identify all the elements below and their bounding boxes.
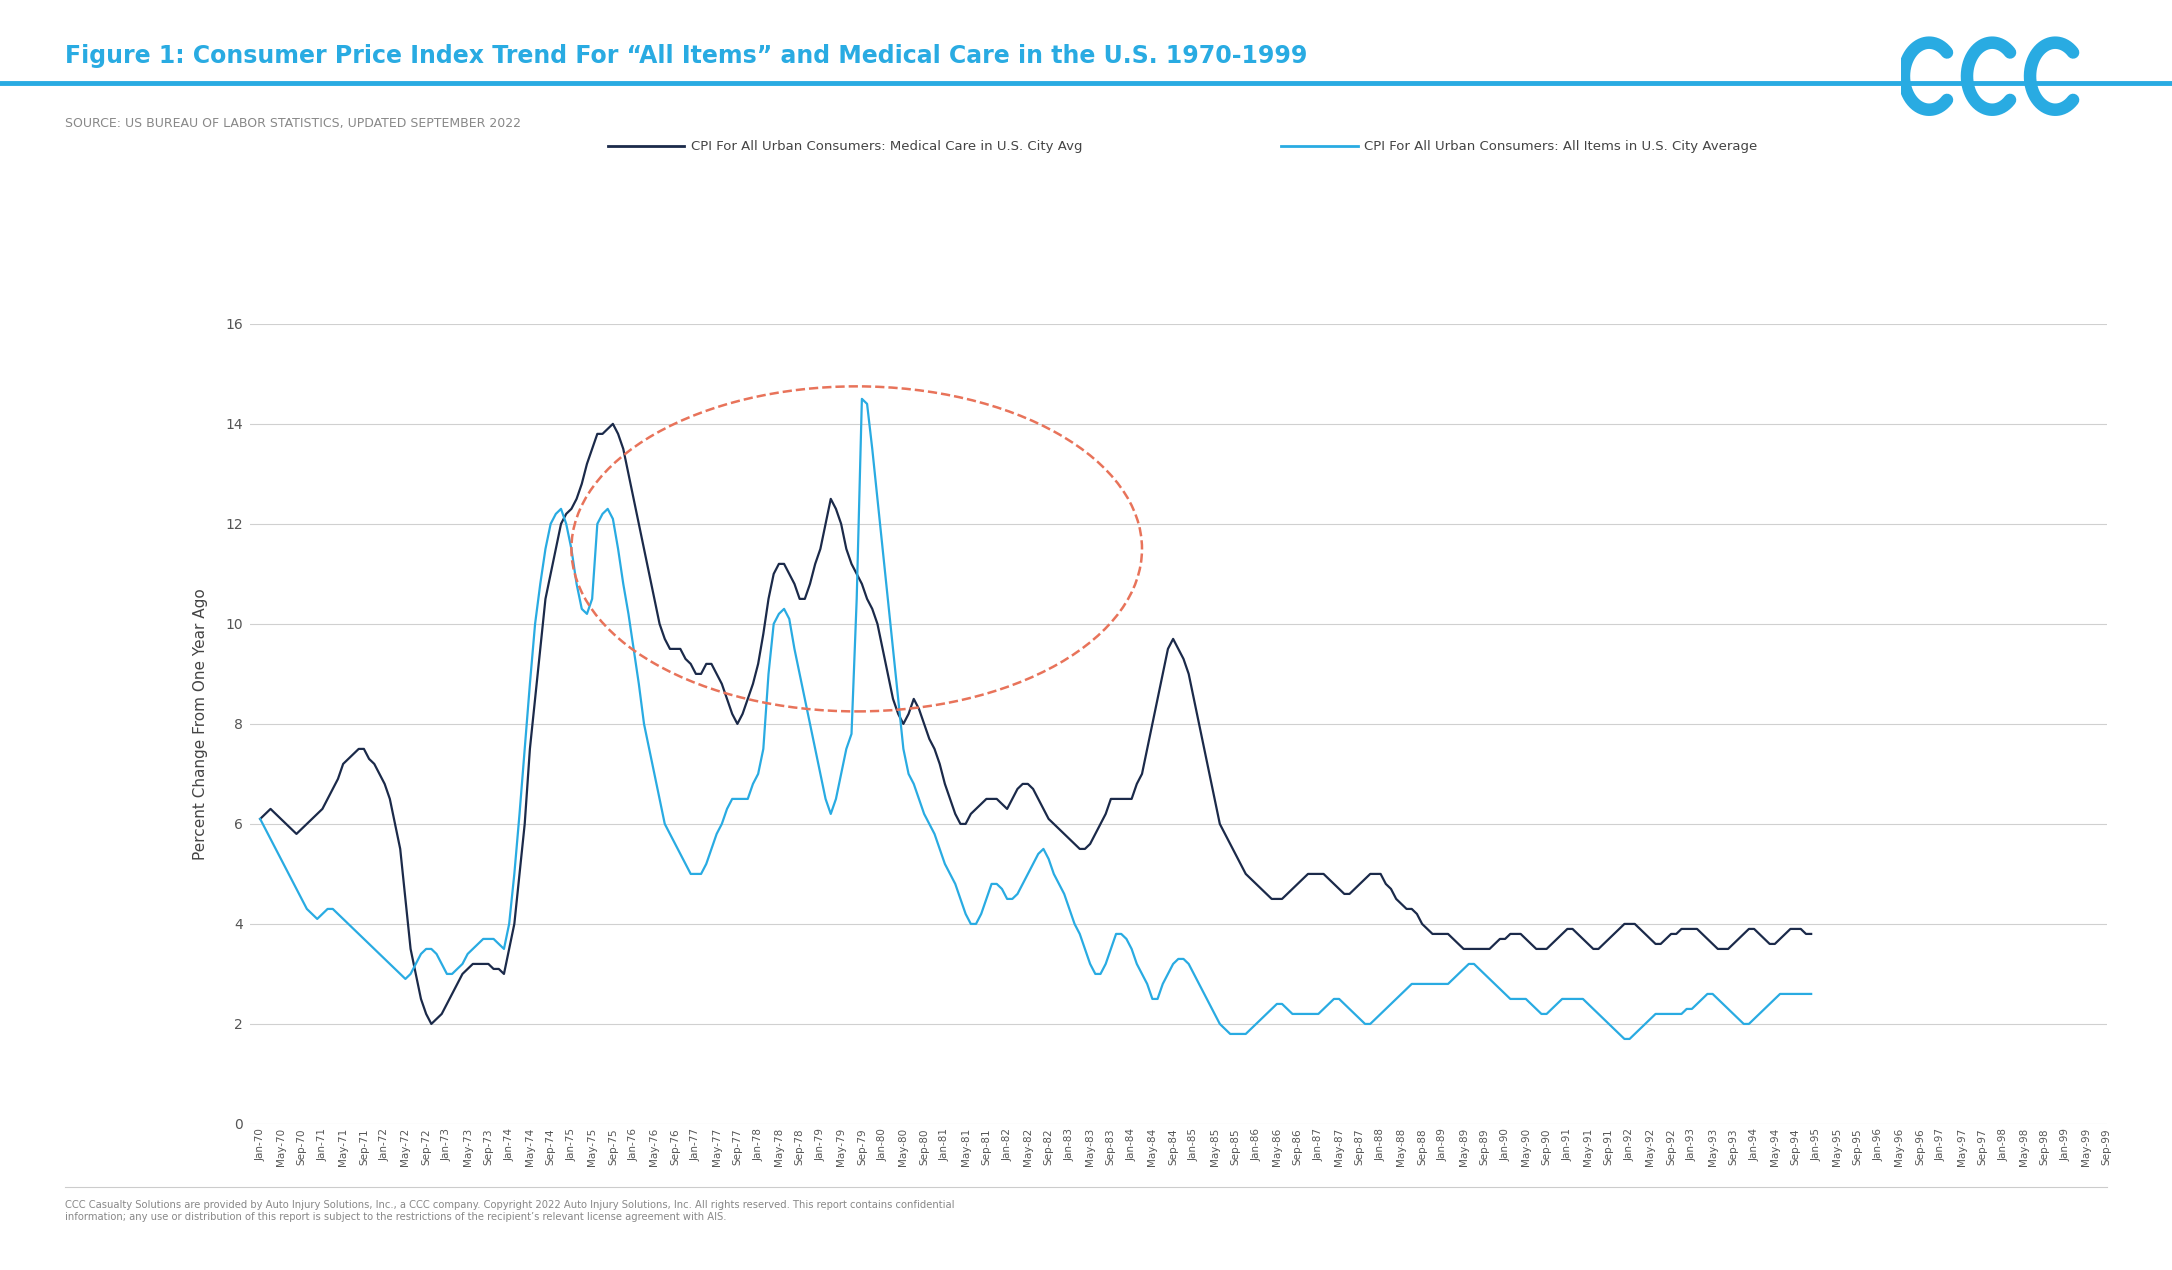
- Y-axis label: Percent Change From One Year Ago: Percent Change From One Year Ago: [193, 588, 209, 860]
- Text: SOURCE: US BUREAU OF LABOR STATISTICS, UPDATED SEPTEMBER 2022: SOURCE: US BUREAU OF LABOR STATISTICS, U…: [65, 117, 521, 130]
- Text: CPI For All Urban Consumers: All Items in U.S. City Average: CPI For All Urban Consumers: All Items i…: [1364, 140, 1757, 152]
- Text: Figure 1: Consumer Price Index Trend For “All Items” and Medical Care in the U.S: Figure 1: Consumer Price Index Trend For…: [65, 44, 1308, 69]
- Text: CCC Casualty Solutions are provided by Auto Injury Solutions, Inc., a CCC compan: CCC Casualty Solutions are provided by A…: [65, 1200, 956, 1222]
- Text: CPI For All Urban Consumers: Medical Care in U.S. City Avg: CPI For All Urban Consumers: Medical Car…: [691, 140, 1082, 152]
